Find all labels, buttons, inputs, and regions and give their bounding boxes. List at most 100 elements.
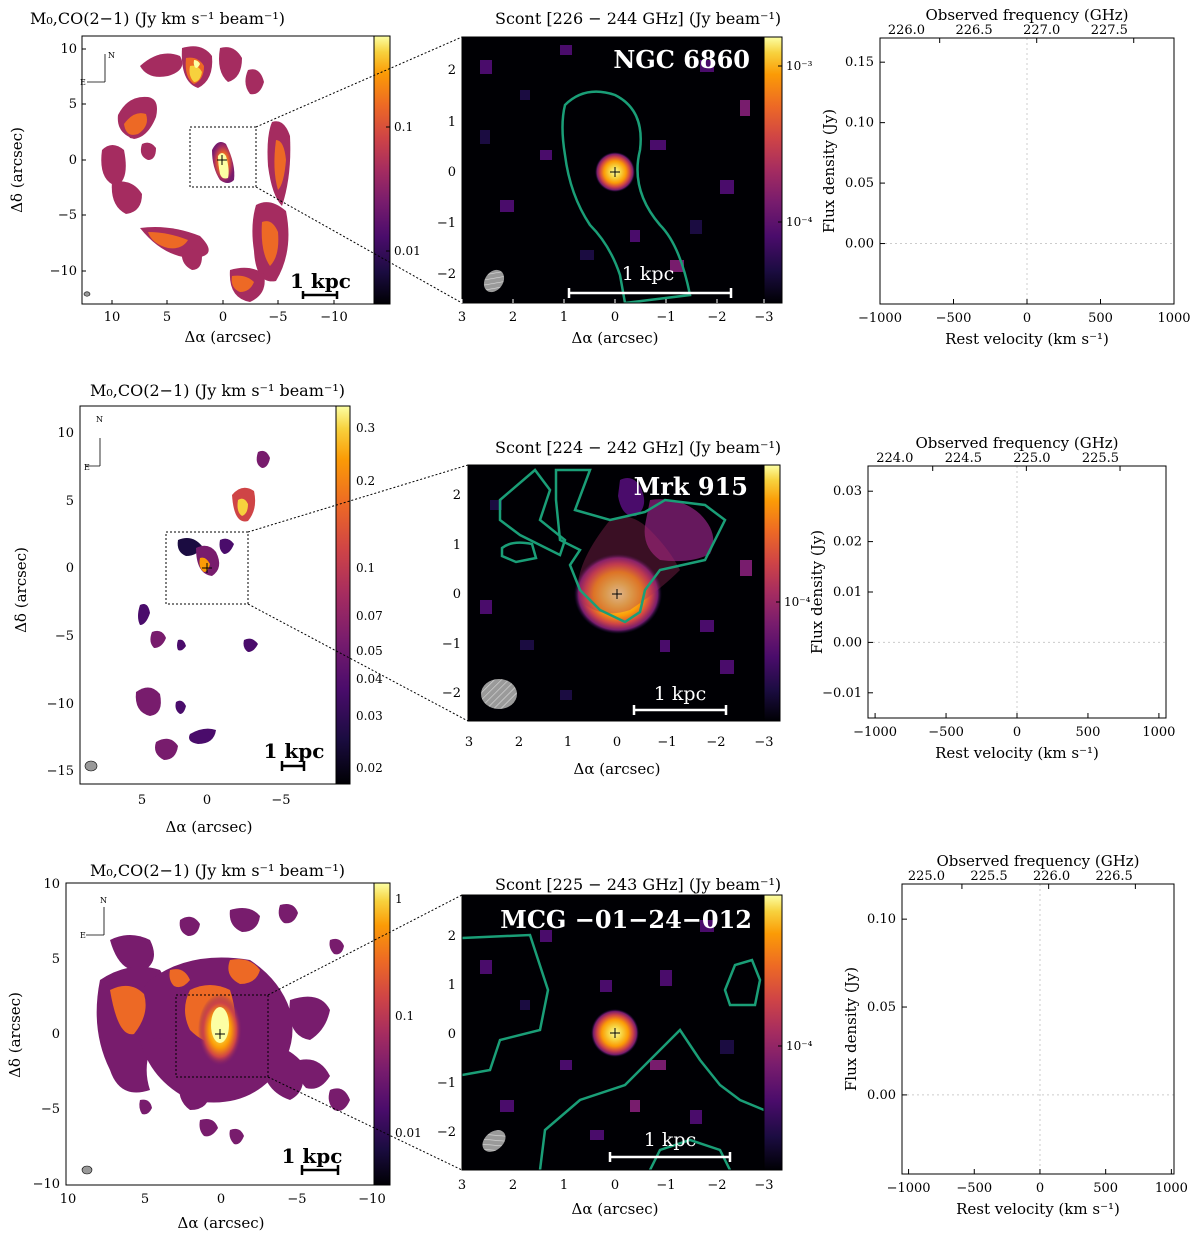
co-emission-2: [135, 450, 270, 760]
velocity-tick-label: 1000: [1157, 311, 1190, 326]
flux-tick-label: 0.00: [867, 1088, 896, 1103]
cont-colorbar-2: [763, 464, 781, 722]
cont-xtick-3-4: −1: [656, 1178, 675, 1193]
co-emission-1: [101, 46, 291, 302]
cont-colorbar-1: [763, 36, 783, 304]
ra-label-2: Δα (arcsec): [166, 818, 253, 836]
frequency-tick-label: 226.0: [888, 23, 925, 38]
cont-xtick-2-4: −1: [657, 735, 676, 750]
cont-ytick-1-2: 0: [448, 165, 456, 180]
mom-ytick-1-2: 0: [69, 153, 77, 168]
cont-xtick-2-2: 1: [564, 735, 572, 750]
mom-ctick-2-5: 0.04: [356, 672, 383, 686]
nucleus-marker-2: [202, 563, 212, 573]
velocity-tick-label: 500: [1088, 311, 1113, 326]
cont-xtick-1-1: 2: [509, 310, 517, 325]
cont-scale-bar-3: 1 kpc: [608, 1129, 732, 1162]
cont-nucleus-3: [610, 1028, 620, 1038]
velocity-tick-label: 1000: [1142, 725, 1175, 740]
mom-ctick-3-0: 1: [395, 892, 403, 906]
cont-xtick-2-6: −3: [754, 735, 773, 750]
cont-xtick-3-5: −2: [707, 1178, 726, 1193]
dec-label-2: Δδ (arcsec): [12, 547, 30, 633]
velocity-tick-label: −500: [936, 311, 972, 326]
mom-xtick-1-4: −10: [320, 310, 347, 325]
mom-xtick-3-2: 0: [217, 1192, 225, 1207]
cont-ytick-1-3: −1: [437, 216, 456, 231]
cont-xtick-3-3: 0: [611, 1178, 619, 1193]
cont-xticks-1: 3 2 1 0 −1 −2 −3: [458, 299, 774, 325]
cont-xtick-2-1: 2: [515, 735, 523, 750]
cont-xtick-2-0: 3: [465, 735, 473, 750]
moment-yticks-2: 10 5 0 −5 −10 −15: [47, 426, 74, 779]
cont-ytick-1-4: −2: [437, 267, 456, 282]
scale-bar-label-3: 1 kpc: [282, 1144, 343, 1168]
cont-ra-label-1: Δα (arcsec): [572, 329, 659, 347]
moment-title-3: M₀,CO(2−1) (Jy km s⁻¹ beam⁻¹): [90, 861, 345, 880]
flux-tick-label: 0.05: [867, 1000, 896, 1015]
cont-xtick-2-3: 0: [613, 735, 621, 750]
mom-ytick-1-0: 10: [60, 42, 77, 57]
frequency-tick-label: 225.0: [908, 869, 945, 884]
nucleus-marker-3: [215, 1029, 225, 1039]
spectrum-3: −1000 −500 0 500 1000 0.00 0.05 0.10 Rest veloci…: [842, 852, 1188, 1218]
frequency-tick-label: 224.5: [945, 451, 982, 466]
velocity-tick-label: −1000: [853, 725, 897, 740]
mom-xtick-1-1: 5: [163, 310, 171, 325]
mom-ctick-2-0: 0.3: [356, 421, 375, 435]
cont-title-3: Scont [225 − 243 GHz] (Jy beam⁻¹): [495, 875, 781, 894]
frequency-axis-label: Observed frequency (GHz): [915, 434, 1118, 452]
compass-n-3: N: [100, 896, 107, 905]
zoom-box-2: [165, 531, 249, 605]
cont-yticks-2: 2 1 0 −1 −2: [442, 488, 461, 701]
zoom-box-3: [175, 994, 269, 1078]
compass-n-2: N: [96, 415, 103, 424]
moment-yticks-1: 10 5 0 −5 −10: [50, 42, 86, 279]
cont-scale-bar-1: 1 kpc: [567, 263, 733, 298]
mom-ytick-3-3: −5: [41, 1102, 60, 1117]
cont-title-1: Scont [226 − 244 GHz] (Jy beam⁻¹): [495, 9, 781, 28]
cont-yticks-3: 2 1 0 −1 −2: [437, 929, 456, 1140]
mom-ytick-2-0: 10: [57, 426, 74, 441]
mom-ytick-3-0: 10: [43, 877, 60, 892]
mom-ytick-3-1: 5: [52, 952, 60, 967]
frequency-axis-label: Observed frequency (GHz): [925, 6, 1128, 24]
mom-ctick-3-1: 0.1: [395, 1009, 414, 1023]
row-2-moment-map: M₀,CO(2−1) (Jy km s⁻¹ beam⁻¹) 1 kpc: [12, 381, 383, 836]
mom-ytick-2-5: −15: [47, 764, 74, 779]
dec-label-3: Δδ (arcsec): [6, 992, 24, 1078]
flux-axis-label: Flux density (Jy): [820, 109, 838, 233]
nucleus-marker-1: [217, 155, 227, 165]
zoom-lines-1: [255, 36, 463, 304]
beam-2: [84, 760, 98, 772]
zoom-box-1: [189, 126, 257, 188]
galaxy-name-2: Mrk 915: [634, 472, 748, 501]
cont-ytick-3-2: 0: [448, 1027, 456, 1042]
cont-xtick-1-2: 1: [560, 310, 568, 325]
mom-xtick-1-0: 10: [104, 310, 121, 325]
cont-ra-label-2: Δα (arcsec): [574, 760, 661, 778]
mom-ctick-2-7: 0.02: [356, 761, 383, 775]
cont-xtick-3-1: 2: [509, 1178, 517, 1193]
flux-tick-label: 0.15: [845, 55, 874, 70]
scale-bar-2: 1 kpc: [264, 739, 324, 771]
flux-tick-label: 0.00: [845, 237, 874, 252]
cont-ctick-1-1: 10⁻⁴: [786, 215, 813, 229]
cont-xtick-3-6: −3: [754, 1178, 773, 1193]
flux-tick-label: 0.03: [833, 484, 862, 499]
cont-yticks-1: 2 1 0 −1 −2: [437, 63, 456, 282]
cont-xtick-2-5: −2: [706, 735, 725, 750]
flux-axis-label: Flux density (Jy): [842, 967, 860, 1091]
cont-ctick-1-0: 10⁻³: [786, 59, 813, 73]
ra-label-3: Δα (arcsec): [178, 1214, 265, 1232]
frequency-tick-label: 226.0: [1033, 869, 1070, 884]
mom-ctick-1-0: 0.1: [394, 120, 413, 134]
flux-tick-label: 0.00: [833, 635, 862, 650]
mom-xtick-3-0: 10: [60, 1192, 77, 1207]
mom-ctick-2-4: 0.05: [356, 644, 383, 658]
moment-xticks-2: 5 0 −5: [138, 793, 291, 808]
cont-beam-2: [481, 679, 517, 709]
row-3-continuum-map: Scont [225 − 243 GHz] (Jy beam⁻¹): [437, 875, 813, 1218]
cont-xticks-2: 3 2 1 0 −1 −2 −3: [465, 735, 774, 750]
